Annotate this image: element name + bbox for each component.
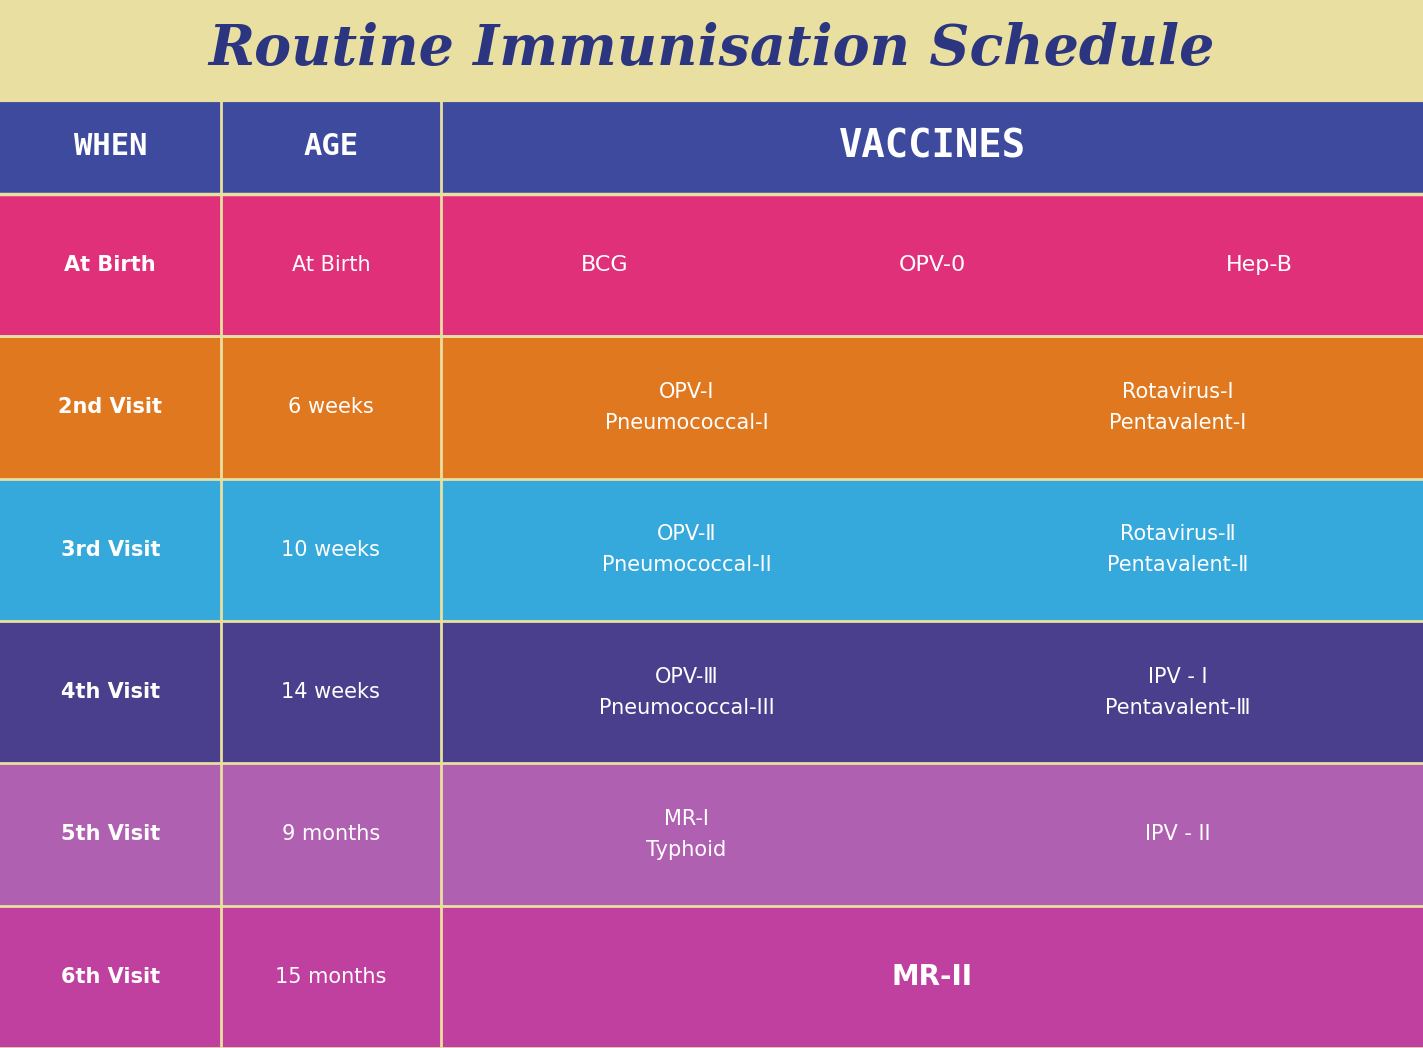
Text: BCG: BCG — [581, 255, 629, 275]
Text: MR-II: MR-II — [892, 963, 972, 990]
Text: VACCINES: VACCINES — [838, 128, 1026, 166]
Text: 10 weeks: 10 weeks — [282, 540, 380, 560]
Text: Rotavirus-Ⅱ
Pentavalent-Ⅱ: Rotavirus-Ⅱ Pentavalent-Ⅱ — [1107, 524, 1248, 575]
Text: AGE: AGE — [303, 132, 359, 161]
Text: MR-I
Typhoid: MR-I Typhoid — [646, 809, 727, 860]
Text: Routine Immunisation Schedule: Routine Immunisation Schedule — [208, 22, 1215, 78]
FancyBboxPatch shape — [0, 194, 221, 336]
FancyBboxPatch shape — [0, 763, 221, 905]
Text: 9 months: 9 months — [282, 825, 380, 845]
FancyBboxPatch shape — [441, 194, 1423, 336]
Text: WHEN: WHEN — [74, 132, 147, 161]
Text: IPV - I
Pentavalent-Ⅲ: IPV - I Pentavalent-Ⅲ — [1104, 667, 1251, 718]
Text: 2nd Visit: 2nd Visit — [58, 397, 162, 417]
FancyBboxPatch shape — [221, 905, 441, 1048]
FancyBboxPatch shape — [0, 0, 1423, 100]
Text: 6 weeks: 6 weeks — [287, 397, 374, 417]
Text: Rotavirus-I
Pentavalent-I: Rotavirus-I Pentavalent-I — [1109, 381, 1247, 433]
Text: OPV-I
Pneumococcal-I: OPV-I Pneumococcal-I — [605, 381, 768, 433]
FancyBboxPatch shape — [441, 620, 1423, 763]
FancyBboxPatch shape — [0, 100, 221, 194]
Text: OPV-0: OPV-0 — [898, 255, 966, 275]
FancyBboxPatch shape — [441, 763, 1423, 905]
FancyBboxPatch shape — [441, 479, 1423, 620]
FancyBboxPatch shape — [221, 763, 441, 905]
Text: 4th Visit: 4th Visit — [61, 682, 159, 702]
FancyBboxPatch shape — [441, 100, 1423, 194]
FancyBboxPatch shape — [221, 479, 441, 620]
Text: 3rd Visit: 3rd Visit — [61, 540, 159, 560]
FancyBboxPatch shape — [221, 620, 441, 763]
Text: OPV-Ⅲ
Pneumococcal-III: OPV-Ⅲ Pneumococcal-III — [599, 667, 774, 718]
Text: 14 weeks: 14 weeks — [282, 682, 380, 702]
FancyBboxPatch shape — [221, 194, 441, 336]
FancyBboxPatch shape — [0, 336, 221, 479]
Text: 6th Visit: 6th Visit — [61, 967, 159, 987]
Text: OPV-Ⅱ
Pneumococcal-II: OPV-Ⅱ Pneumococcal-II — [602, 524, 771, 575]
Text: IPV - II: IPV - II — [1144, 825, 1211, 845]
Text: Hep-B: Hep-B — [1225, 255, 1294, 275]
FancyBboxPatch shape — [441, 336, 1423, 479]
FancyBboxPatch shape — [221, 336, 441, 479]
FancyBboxPatch shape — [221, 100, 441, 194]
FancyBboxPatch shape — [0, 479, 221, 620]
FancyBboxPatch shape — [441, 905, 1423, 1048]
FancyBboxPatch shape — [0, 905, 221, 1048]
Text: At Birth: At Birth — [64, 255, 157, 275]
Text: At Birth: At Birth — [292, 255, 370, 275]
Text: 15 months: 15 months — [275, 967, 387, 987]
FancyBboxPatch shape — [0, 620, 221, 763]
Text: 5th Visit: 5th Visit — [61, 825, 159, 845]
